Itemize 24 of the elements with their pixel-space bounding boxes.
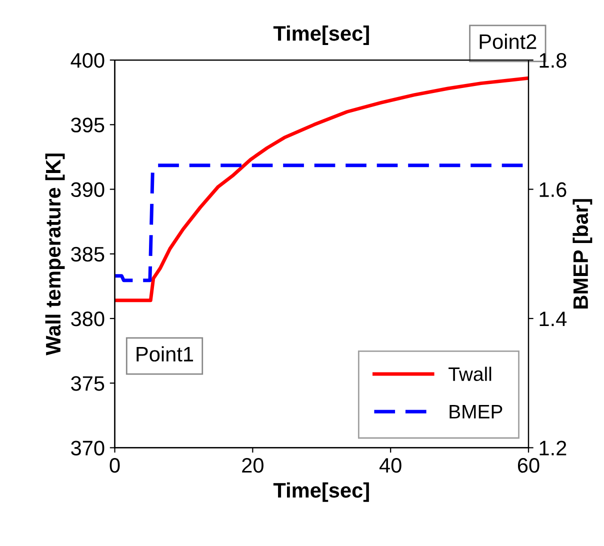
annotation: Point2	[480, 34, 536, 50]
y2-tick-label: 1.4	[540, 312, 567, 326]
x-axis-title: Time[sec]	[273, 482, 369, 502]
x-tick-label: 0	[110, 458, 120, 473]
y-axis-title: Wall temperature [K]	[45, 154, 65, 356]
x-tick-label: 60	[518, 458, 540, 473]
y-tick-label: 370	[71, 440, 104, 456]
y-tick-label: 400	[70, 53, 104, 68]
y2-tick-label: 1.2	[540, 440, 566, 456]
y2-axis-title: BMEP [bar]	[572, 199, 592, 308]
chart-title: Time[sec]	[273, 26, 369, 45]
legend-label: Twall	[448, 366, 492, 382]
y-tick-label: 385	[71, 246, 104, 262]
y-tick-label: 395	[71, 118, 104, 132]
legend-label: BMEP	[450, 405, 502, 418]
y-tick-label: 390	[71, 182, 104, 198]
y2-tick-label: 1.8	[540, 53, 566, 68]
x-tick-label: 20	[242, 458, 264, 473]
y-tick-label: 380	[71, 312, 104, 326]
y2-tick-label: 1.6	[540, 182, 566, 198]
annotation: Point1	[136, 346, 194, 362]
x-tick-label: 40	[379, 458, 402, 473]
line-series	[114, 76, 528, 302]
y-tick-label: 375	[71, 376, 104, 391]
